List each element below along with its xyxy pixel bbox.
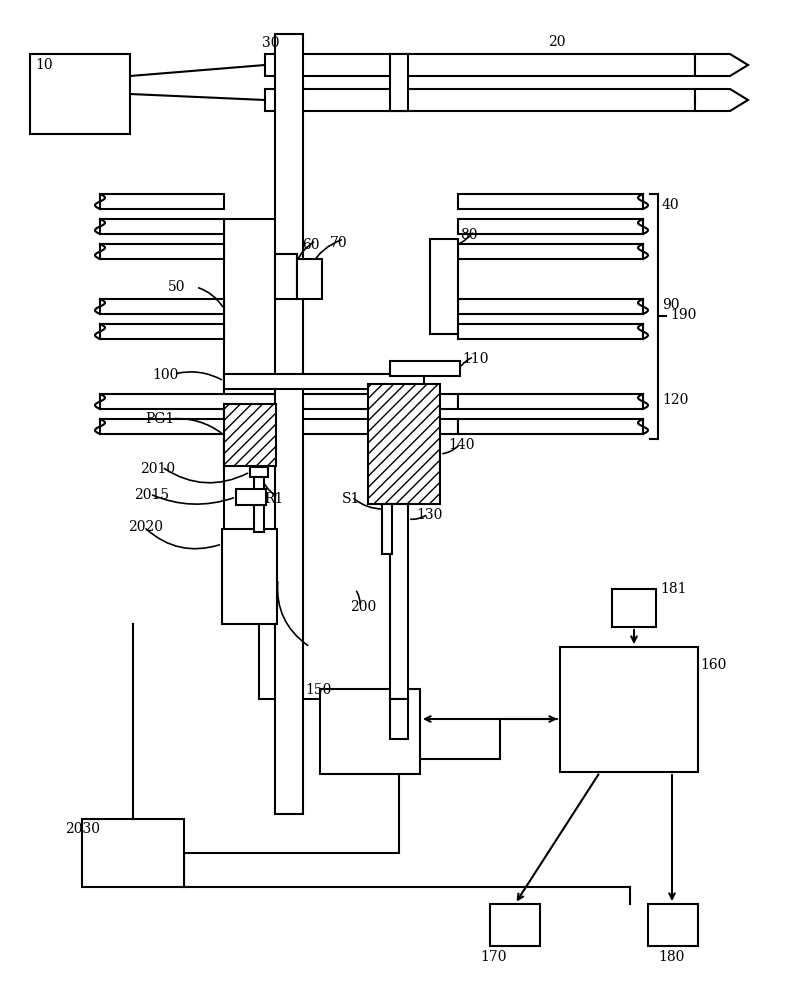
Bar xyxy=(458,245,643,259)
Bar xyxy=(390,55,408,111)
Bar xyxy=(236,489,266,506)
Bar xyxy=(297,259,322,300)
Bar xyxy=(100,195,224,210)
Text: 40: 40 xyxy=(662,198,680,212)
Bar xyxy=(458,195,643,210)
Text: 60: 60 xyxy=(302,238,319,251)
Bar xyxy=(224,220,276,585)
Text: 2020: 2020 xyxy=(128,520,163,533)
Bar xyxy=(430,240,458,334)
Bar xyxy=(275,35,303,814)
Bar xyxy=(458,324,643,339)
Bar xyxy=(100,245,224,259)
Text: 2030: 2030 xyxy=(65,821,100,835)
Bar xyxy=(222,529,277,624)
Bar xyxy=(100,324,224,339)
Bar xyxy=(490,904,540,946)
Bar xyxy=(320,689,420,774)
Text: R1: R1 xyxy=(264,491,283,506)
Bar xyxy=(265,90,695,111)
Text: 160: 160 xyxy=(700,658,726,671)
Text: 100: 100 xyxy=(152,368,178,382)
Bar xyxy=(100,300,224,315)
Bar xyxy=(265,55,695,77)
Bar xyxy=(648,904,698,946)
Text: 180: 180 xyxy=(658,950,684,963)
Bar xyxy=(100,420,458,435)
Bar xyxy=(275,254,297,300)
Text: 120: 120 xyxy=(662,392,688,406)
Bar xyxy=(224,375,424,389)
Text: 2010: 2010 xyxy=(140,461,175,475)
Text: 70: 70 xyxy=(330,236,348,249)
Text: 110: 110 xyxy=(462,352,489,366)
Text: 200: 200 xyxy=(350,599,376,613)
Bar xyxy=(458,220,643,235)
Bar xyxy=(224,404,276,466)
Text: 20: 20 xyxy=(548,35,566,49)
Polygon shape xyxy=(695,90,748,111)
Polygon shape xyxy=(695,55,748,77)
Text: 30: 30 xyxy=(262,35,279,50)
Bar xyxy=(254,467,264,532)
Bar xyxy=(390,699,408,740)
Bar xyxy=(382,505,392,554)
Text: PG1: PG1 xyxy=(145,411,174,426)
Text: 140: 140 xyxy=(448,438,474,452)
Text: 150: 150 xyxy=(305,682,331,696)
Bar xyxy=(250,467,268,477)
Bar xyxy=(458,420,643,435)
Bar xyxy=(100,220,224,235)
Bar xyxy=(390,362,460,377)
Text: 90: 90 xyxy=(662,298,679,312)
Bar xyxy=(82,819,184,887)
Text: 50: 50 xyxy=(168,280,186,294)
Text: 2015: 2015 xyxy=(134,487,169,502)
Bar xyxy=(560,648,698,772)
Bar xyxy=(390,505,408,699)
Text: 181: 181 xyxy=(660,582,686,596)
Bar xyxy=(30,55,130,135)
Bar xyxy=(458,300,643,315)
Bar xyxy=(458,394,643,409)
Bar xyxy=(100,394,458,409)
Text: S1: S1 xyxy=(342,491,360,506)
Bar xyxy=(612,590,656,627)
Text: 190: 190 xyxy=(670,308,696,321)
Text: 170: 170 xyxy=(480,950,506,963)
Text: 10: 10 xyxy=(35,58,53,72)
Bar xyxy=(368,385,440,505)
Text: 130: 130 xyxy=(416,508,442,522)
Text: 80: 80 xyxy=(460,228,478,242)
